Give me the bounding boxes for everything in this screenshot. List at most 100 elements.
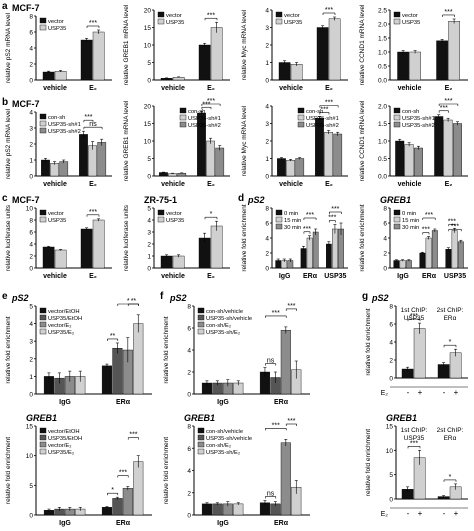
bar [278, 62, 291, 81]
legend-label: vector [166, 211, 182, 217]
legend-label: USP35/E₂ [48, 330, 74, 336]
y-tick-label: 0 [187, 392, 191, 399]
section-title: MCF-7 [12, 3, 40, 13]
panel-letter: e [2, 291, 8, 302]
bar [212, 503, 223, 516]
chart-panel-e1: e pS2 0 1 2 3 4 5 relative fold enrichment IgG ERα… [2, 291, 152, 406]
y-tick-label: 4 [29, 242, 33, 249]
legend-swatch [275, 216, 283, 223]
significance-label: *** [129, 432, 137, 439]
y-tick-label: 4 [265, 8, 269, 15]
y-tick-label: 15 [144, 121, 152, 128]
category-label: USP35 [404, 435, 425, 442]
e2-sign: + [454, 509, 459, 518]
bar [210, 27, 223, 81]
y-tick-label: 8 [187, 304, 191, 311]
y-tick-label: 1 [265, 156, 269, 163]
legend-label: con-sh [188, 109, 205, 115]
legend-swatch [39, 307, 47, 314]
category-label: vehicle [161, 273, 185, 280]
bar [452, 123, 462, 177]
legend-swatch [39, 24, 47, 31]
category-label: E₂ [445, 85, 453, 92]
y-tick-label: 8 [389, 304, 393, 311]
category-label: vehicle [43, 273, 67, 280]
y-tick-label: 0.5 [378, 64, 387, 71]
category-label: vehicle [43, 181, 67, 188]
section-title: pS2 [11, 293, 29, 303]
legend-swatch [197, 427, 205, 434]
y-tick-label: 3 [265, 121, 269, 128]
bar [177, 172, 187, 177]
category-label: vehicle [161, 85, 185, 92]
significance-label: * [449, 339, 452, 346]
panel-letter: d [238, 193, 244, 204]
significance-label: *** [89, 20, 97, 27]
panel-letter: f [160, 291, 164, 302]
legend-swatch [157, 216, 165, 223]
legend-label: vector [284, 13, 300, 19]
y-tick-label: 2 [29, 142, 33, 149]
bar [286, 160, 295, 177]
legend-swatch [297, 107, 305, 114]
y-tick-label: 4 [29, 46, 33, 53]
bar [312, 231, 319, 269]
y-tick-label: 2 [265, 139, 269, 146]
bar [397, 51, 409, 81]
category-label: 2st ChIP: [437, 307, 464, 314]
e2-sign: - [407, 509, 410, 518]
bar [201, 503, 212, 516]
bar [393, 260, 400, 269]
legend-label: con-sh [306, 109, 323, 115]
category-label: IgG [217, 399, 229, 406]
significance-label: * [111, 487, 114, 494]
category-label: ERα [422, 273, 437, 280]
legend-swatch [39, 120, 47, 127]
bar [413, 147, 423, 177]
bar [290, 64, 303, 81]
legend-label: USP35 [166, 20, 184, 26]
category-label: E₂ [207, 85, 215, 92]
bar [449, 352, 462, 379]
y-tick-label: 8 [29, 14, 33, 21]
significance-label: ns [267, 358, 275, 365]
legend-label: 15 min [402, 218, 419, 224]
legend-swatch [197, 314, 205, 321]
bar [306, 237, 313, 269]
bar [451, 230, 458, 269]
section-title: pS2 [371, 293, 389, 303]
legend-label: 30 min [284, 225, 301, 231]
bar [101, 507, 112, 516]
y-tick-label: 2 [383, 251, 387, 258]
y-tick-label: 3 [29, 126, 33, 133]
y-axis-label: relative CCND1 mRNA level [359, 4, 366, 85]
significance-label: *** [306, 212, 314, 219]
significance-label: ** [131, 298, 137, 305]
y-tick-label: 20 [144, 104, 152, 111]
significance-label: *** [422, 227, 430, 234]
y-tick-label: 6 [187, 326, 191, 333]
legend-label: USP35-sh#1 [306, 116, 339, 122]
legend-label: USP35-sh/E₂ [206, 450, 240, 456]
bar [333, 133, 343, 177]
legend-swatch [275, 11, 283, 18]
bar [122, 488, 133, 516]
y-tick-label: 0.0 [378, 174, 387, 181]
legend-swatch [297, 121, 305, 128]
significance-label: *** [444, 9, 452, 16]
bar [324, 132, 333, 177]
bar [88, 145, 97, 177]
y-tick-label: 8 [383, 206, 387, 213]
legend-label: USP35-sh#1 [48, 122, 81, 128]
significance-label: * [127, 298, 130, 305]
panel-letter: b [2, 97, 8, 108]
y-axis-label: relative luciferase units [123, 204, 130, 271]
bar [101, 365, 112, 395]
e2-sign: - [407, 388, 410, 397]
y-axis-label: relative luciferase units [5, 204, 12, 271]
y-tick-label: 5 [147, 206, 151, 213]
legend-swatch [275, 18, 283, 25]
y-tick-label: 0 [147, 266, 151, 273]
y-tick-label: 1.0 [378, 50, 387, 57]
chart-panel-f1: f pS2 0 2 4 6 8 relative fold enrichment IgG ERα n… [160, 291, 310, 406]
